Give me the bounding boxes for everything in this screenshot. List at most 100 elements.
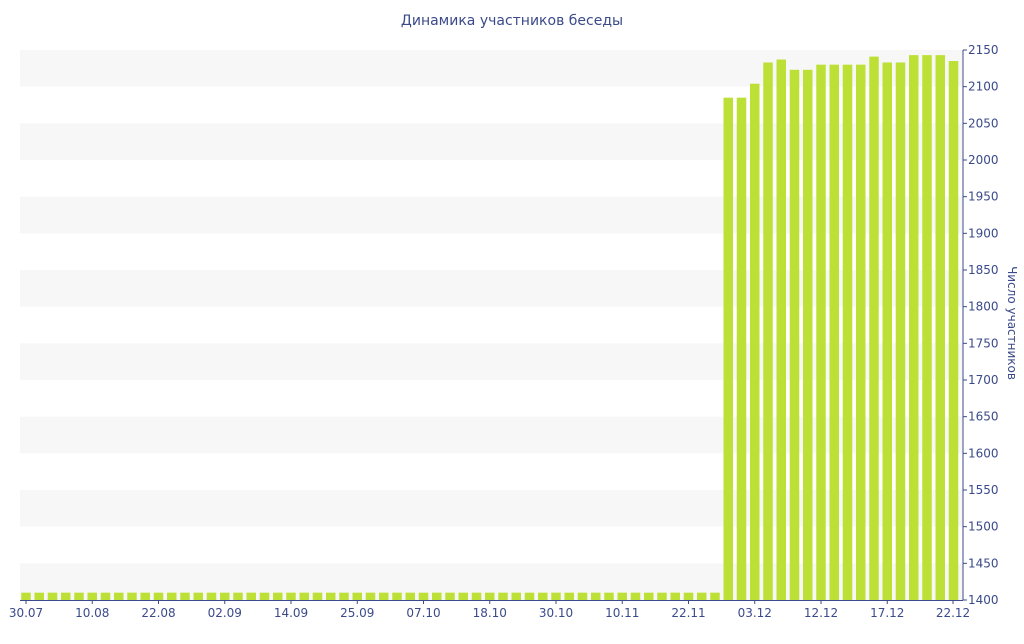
bar <box>34 592 44 600</box>
bar <box>127 592 137 600</box>
bar <box>604 592 614 600</box>
bar <box>935 55 945 600</box>
x-tick-label: 10.08 <box>75 606 109 620</box>
bar <box>352 592 362 600</box>
bar <box>869 56 879 601</box>
bar <box>220 592 230 600</box>
bar <box>273 592 283 600</box>
bar <box>736 97 747 601</box>
y-tick-label: 2050 <box>968 116 999 130</box>
bar <box>948 61 959 600</box>
bar <box>140 592 150 600</box>
x-tick-label: 14.09 <box>274 606 308 620</box>
y-tick-label: 1450 <box>968 556 999 570</box>
bar <box>365 592 376 600</box>
bar <box>100 592 111 600</box>
bar <box>114 592 124 600</box>
x-tick-label: 22.08 <box>141 606 175 620</box>
bar <box>193 592 203 600</box>
bar <box>326 592 336 600</box>
x-axis: 30.07 10.08 22.08 02.09 14.09 25.09 07.10 18.10… <box>9 600 970 620</box>
x-tick-label: 07.10 <box>406 606 440 620</box>
bar <box>524 592 535 600</box>
x-tick-label: 22.11 <box>671 606 705 620</box>
y-axis-label: Число участников <box>1005 266 1019 380</box>
bar <box>723 97 733 601</box>
bar <box>670 592 680 600</box>
bar <box>644 592 654 600</box>
x-tick-label: 10.11 <box>605 606 639 620</box>
x-tick-label: 12.12 <box>804 606 838 620</box>
y-tick-label: 1600 <box>968 446 999 460</box>
bar <box>710 592 720 600</box>
bar <box>432 592 442 600</box>
bar <box>299 592 309 600</box>
bar <box>882 62 892 601</box>
bar <box>856 64 866 601</box>
bar <box>657 592 667 600</box>
x-tick-label: 30.07 <box>9 606 43 620</box>
bar <box>180 592 190 600</box>
bar <box>485 592 495 600</box>
bar <box>511 592 521 600</box>
y-tick-label: 1700 <box>968 373 999 387</box>
bar <box>246 592 256 600</box>
bar <box>445 592 455 600</box>
y-tick-label: 1850 <box>968 263 999 277</box>
x-tick-label: 30.10 <box>539 606 573 620</box>
bar <box>683 592 694 600</box>
y-tick-label: 2100 <box>968 80 999 94</box>
bar <box>61 592 71 600</box>
bar <box>74 592 84 600</box>
y-tick-label: 1800 <box>968 300 999 314</box>
bar <box>167 592 177 600</box>
bar <box>895 62 906 601</box>
bar <box>312 592 323 600</box>
bar <box>153 592 164 600</box>
x-tick-label: 03.12 <box>738 606 772 620</box>
bar <box>750 83 760 601</box>
bar <box>21 592 31 600</box>
bar <box>551 592 561 600</box>
y-tick-label: 1400 <box>968 593 999 607</box>
bar <box>630 592 641 600</box>
bar <box>538 592 548 600</box>
bar <box>47 592 58 600</box>
bar <box>405 592 415 600</box>
bar <box>816 64 826 601</box>
bar <box>829 64 839 601</box>
bar <box>286 592 296 600</box>
bar <box>379 592 389 600</box>
bar <box>591 592 601 600</box>
bar <box>458 592 468 600</box>
y-tick-label: 1550 <box>968 483 999 497</box>
bar <box>842 64 853 601</box>
bar <box>776 59 786 600</box>
x-tick-label: 17.12 <box>870 606 904 620</box>
bar-series <box>21 55 959 601</box>
bar <box>577 592 588 600</box>
x-tick-label: 18.10 <box>473 606 507 620</box>
y-tick-label: 1650 <box>968 410 999 424</box>
bar <box>206 592 217 600</box>
bar <box>564 592 574 600</box>
bar <box>87 592 97 600</box>
bar <box>233 592 243 600</box>
bar <box>392 592 402 600</box>
x-tick-label: 25.09 <box>340 606 374 620</box>
x-tick-label: 02.09 <box>208 606 242 620</box>
bar <box>803 69 813 601</box>
chart-title: Динамика участников беседы <box>400 13 624 29</box>
y-tick-label: 1500 <box>968 520 999 534</box>
bar <box>259 592 270 600</box>
bar <box>339 592 349 600</box>
y-tick-label: 2150 <box>968 43 999 57</box>
x-tick-label: 22.12 <box>936 606 970 620</box>
bar <box>922 55 932 600</box>
y-tick-label: 1750 <box>968 336 999 350</box>
y-axis: 1400 1450 1500 1550 1600 1650 1700 1750 1800 1850… <box>962 43 999 607</box>
bar <box>909 55 919 600</box>
bar <box>697 592 707 600</box>
